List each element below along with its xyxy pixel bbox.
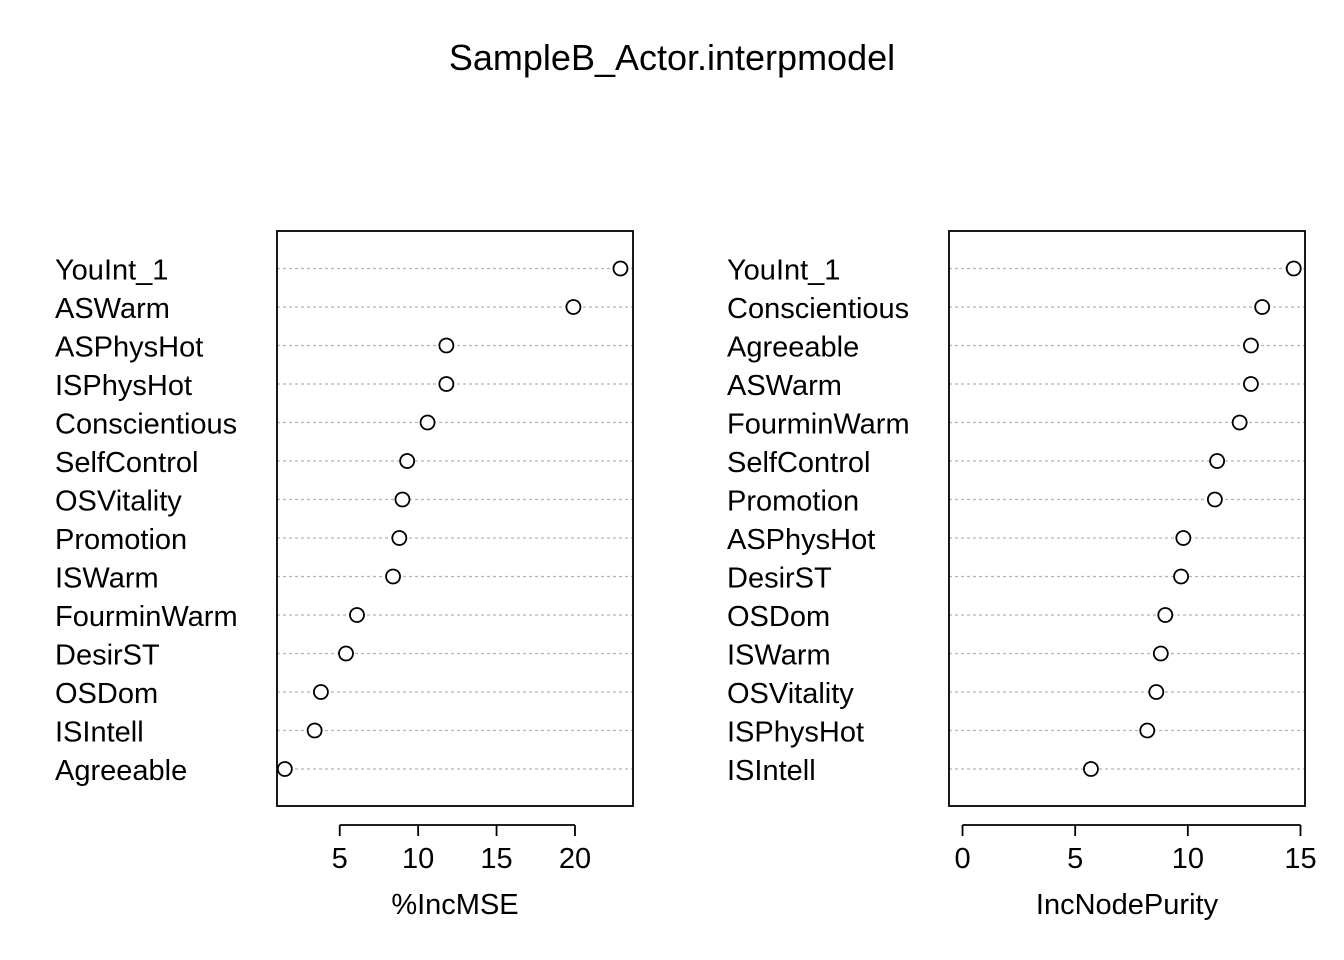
- data-point: [385, 568, 401, 585]
- category-label: ISPhysHot: [55, 370, 192, 402]
- x-tick-label: 0: [954, 843, 970, 875]
- category-label: Conscientious: [727, 293, 909, 325]
- category-label: OSDom: [55, 678, 158, 710]
- category-label: SelfControl: [55, 447, 198, 479]
- data-point: [1285, 260, 1302, 277]
- data-point: [1206, 491, 1223, 508]
- data-point: [391, 530, 408, 546]
- x-tick-label: 10: [1172, 843, 1204, 875]
- data-point: [1139, 722, 1156, 739]
- category-label: ISPhysHot: [727, 717, 864, 749]
- chart-title: SampleB_Actor.interpmodel: [449, 37, 895, 78]
- data-point: [1152, 645, 1169, 662]
- category-label: SelfControl: [727, 447, 870, 479]
- data-point: [349, 607, 365, 623]
- data-point: [1209, 453, 1226, 469]
- x-tick-label: 20: [559, 843, 591, 875]
- x-axis-label: IncNodePurity: [1036, 889, 1219, 921]
- category-label: Agreeable: [727, 332, 859, 364]
- category-label: DesirST: [55, 640, 160, 672]
- data-point: [338, 645, 354, 662]
- category-label: OSVitality: [55, 486, 182, 518]
- data-point: [1083, 761, 1099, 777]
- data-point: [612, 260, 629, 277]
- panel-2: YouInt_1 Conscientious Agreeable ASWarm Four…: [727, 230, 1317, 921]
- data-point: [276, 761, 293, 777]
- x-axis-label: %IncMSE: [391, 889, 518, 921]
- category-label: ASPhysHot: [727, 524, 875, 556]
- category-label: ASWarm: [727, 370, 842, 402]
- x-tick-label: 15: [480, 843, 512, 875]
- data-point: [306, 722, 323, 739]
- data-point: [1157, 607, 1174, 623]
- category-label: ASWarm: [55, 293, 170, 325]
- category-label: DesirST: [727, 563, 832, 595]
- data-point: [438, 337, 455, 354]
- panel-1: YouInt_1 ASWarm ASPhysHot ISPhysHot Conscien…: [55, 230, 634, 921]
- category-label: ASPhysHot: [55, 332, 203, 364]
- category-label: Promotion: [727, 486, 859, 518]
- category-label: ISIntell: [55, 717, 144, 749]
- data-point: [1173, 568, 1189, 585]
- category-label: OSDom: [727, 601, 830, 633]
- data-point: [419, 414, 436, 431]
- x-tick-label: 10: [402, 843, 434, 875]
- data-point: [1243, 337, 1259, 354]
- category-label: Conscientious: [55, 409, 237, 441]
- data-point: [1254, 299, 1271, 315]
- data-point: [1231, 414, 1248, 431]
- data-point: [438, 376, 455, 392]
- data-point: [399, 453, 416, 469]
- data-point: [565, 299, 582, 315]
- data-point: [313, 684, 329, 700]
- category-label: YouInt_1: [727, 255, 840, 287]
- data-point: [1148, 684, 1165, 700]
- plot-frame: [276, 230, 634, 807]
- category-label: Agreeable: [55, 755, 187, 787]
- data-point: [1175, 530, 1192, 546]
- category-label: YouInt_1: [55, 255, 168, 287]
- category-label: Promotion: [55, 524, 187, 556]
- category-label: FourminWarm: [55, 601, 238, 633]
- x-tick-label: 5: [1067, 843, 1083, 875]
- category-label: ISIntell: [727, 755, 816, 787]
- x-tick-label: 15: [1284, 843, 1316, 875]
- category-label: ISWarm: [55, 563, 159, 595]
- plot-frame: [948, 230, 1306, 807]
- category-label: OSVitality: [727, 678, 854, 710]
- category-label: FourminWarm: [727, 409, 910, 441]
- category-label: ISWarm: [727, 640, 831, 672]
- x-tick-label: 5: [332, 843, 348, 875]
- data-point: [394, 491, 411, 508]
- data-point: [1243, 376, 1259, 392]
